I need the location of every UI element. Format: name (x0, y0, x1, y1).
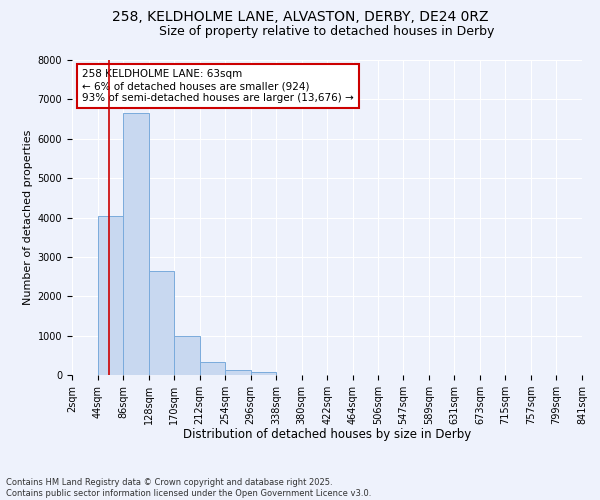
X-axis label: Distribution of detached houses by size in Derby: Distribution of detached houses by size … (183, 428, 471, 442)
Bar (123, 113, 149, 375)
Bar (174, 336, 200, 375)
Y-axis label: Number of detached properties: Number of detached properties (23, 130, 34, 305)
Bar (98, 216, 123, 375)
Title: Size of property relative to detached houses in Derby: Size of property relative to detached ho… (160, 25, 494, 38)
Text: 258 KELDHOLME LANE: 63sqm
← 6% of detached houses are smaller (924)
93% of semi-: 258 KELDHOLME LANE: 63sqm ← 6% of detach… (82, 70, 354, 102)
Bar (225, 370, 251, 375)
Bar (149, 270, 174, 375)
Bar (200, 362, 225, 375)
Text: 258, KELDHOLME LANE, ALVASTON, DERBY, DE24 0RZ: 258, KELDHOLME LANE, ALVASTON, DERBY, DE… (112, 10, 488, 24)
Bar (251, 372, 276, 375)
Text: Contains HM Land Registry data © Crown copyright and database right 2025.
Contai: Contains HM Land Registry data © Crown c… (6, 478, 371, 498)
